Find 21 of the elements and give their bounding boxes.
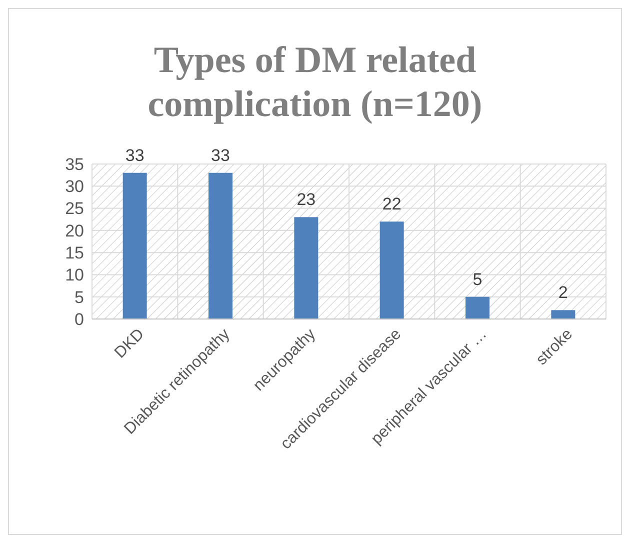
y-tick-label: 35 <box>65 154 84 174</box>
y-tick-label: 30 <box>65 177 84 196</box>
data-label: 33 <box>211 146 230 165</box>
y-tick-label: 20 <box>65 221 84 240</box>
bar <box>380 222 404 319</box>
bar <box>466 296 490 319</box>
data-label: 22 <box>382 194 402 214</box>
y-tick-label: 15 <box>65 244 84 263</box>
bar <box>294 217 318 319</box>
bar <box>551 310 576 319</box>
y-tick-label: 5 <box>74 288 84 307</box>
y-tick-label: 10 <box>65 266 84 285</box>
y-tick-label: 25 <box>65 199 84 218</box>
bar <box>122 172 147 319</box>
y-tick-label: 0 <box>74 310 84 329</box>
bar <box>208 172 232 319</box>
data-label: 33 <box>125 146 144 165</box>
data-label: 2 <box>558 283 568 302</box>
chart-title: Types of DM related complication (n=120) <box>148 40 482 125</box>
data-label: 23 <box>296 190 316 210</box>
data-label: 5 <box>472 270 482 289</box>
